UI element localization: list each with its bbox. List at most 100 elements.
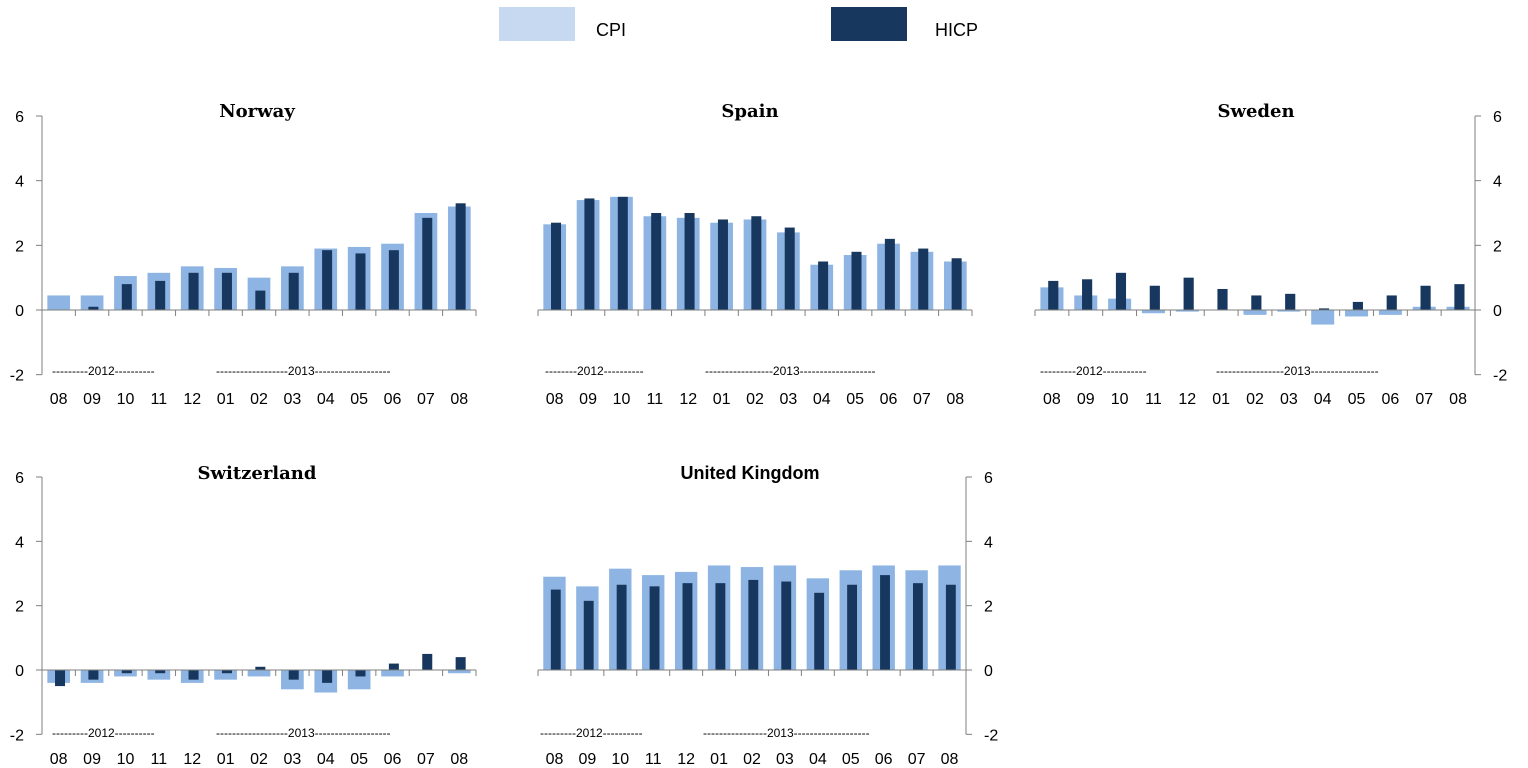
y-tick-label: 0 (984, 663, 993, 680)
x-tick-label: 07 (913, 391, 931, 408)
bar-hicp (1352, 301, 1363, 310)
bar-hicp (717, 219, 728, 310)
x-tick-label: 07 (1415, 391, 1433, 408)
year-label: ---------2012----------- (1040, 364, 1147, 378)
bar-cpi (80, 295, 104, 310)
y-tick-label: 6 (15, 109, 24, 126)
x-tick-label: 08 (941, 751, 959, 768)
bar-hicp (1115, 272, 1127, 310)
y-tick-label: -2 (984, 727, 998, 744)
x-tick-label: 08 (1449, 391, 1467, 408)
x-tick-label: 02 (250, 391, 268, 408)
x-tick-label: 08 (1043, 391, 1061, 408)
x-tick-label: 09 (579, 391, 597, 408)
bar-cpi (447, 670, 471, 674)
bar-hicp (818, 261, 829, 310)
y-tick-label: 4 (984, 534, 993, 551)
bar-hicp (1048, 280, 1059, 310)
year-label: ------------------2013------------------… (216, 726, 391, 740)
bar-cpi (381, 670, 404, 677)
y-tick-label: 4 (15, 174, 24, 191)
bar-hicp (1149, 285, 1160, 310)
bar-hicp (617, 196, 628, 310)
bar-cpi (1243, 310, 1267, 315)
bar-hicp (221, 670, 232, 674)
y-tick-label: 2 (15, 599, 24, 616)
x-tick-label: 11 (151, 751, 168, 768)
x-tick-label: 03 (1280, 391, 1298, 408)
bar-hicp (1318, 308, 1330, 310)
bar-cpi (1378, 310, 1402, 315)
bar-hicp (1386, 295, 1397, 310)
y-tick-label: 4 (15, 534, 24, 551)
bar-hicp (121, 670, 132, 674)
bar-hicp (355, 670, 366, 677)
bar-hicp (584, 198, 595, 310)
x-tick-label: 01 (710, 751, 728, 768)
x-tick-label: 12 (183, 391, 201, 408)
x-tick-label: 08 (546, 391, 564, 408)
bar-hicp (851, 251, 862, 310)
chart-panel: United Kingdom-20246---------2012-------… (537, 463, 998, 768)
y-tick-label: 6 (15, 470, 24, 487)
x-tick-label: 11 (645, 751, 662, 768)
panel-title: Switzerland (198, 463, 317, 484)
legend-cpi-swatch (499, 7, 575, 41)
x-tick-label: 10 (1111, 391, 1129, 408)
y-tick-label: 4 (1493, 174, 1502, 191)
bar-hicp (1082, 279, 1093, 310)
bar-hicp (288, 670, 299, 680)
y-tick-label: 0 (15, 303, 24, 320)
bar-cpi (147, 670, 171, 680)
x-tick-label: 04 (1314, 391, 1332, 408)
bar-hicp (945, 584, 956, 670)
x-tick-label: 11 (647, 391, 664, 408)
bar-hicp (388, 663, 399, 670)
y-tick-label: -2 (10, 727, 24, 744)
bar-hicp (455, 657, 466, 670)
legend-hicp-label: HICP (935, 20, 978, 40)
y-tick-label: 2 (15, 238, 24, 255)
x-tick-label: 05 (846, 391, 864, 408)
panel-title: Spain (721, 101, 778, 122)
bar-hicp (1251, 295, 1262, 310)
bar-hicp (355, 253, 366, 310)
bar-hicp (616, 584, 627, 670)
bar-hicp (715, 583, 726, 670)
x-tick-label: 06 (384, 391, 402, 408)
x-tick-label: 12 (183, 751, 201, 768)
year-label: -----------------2013----------------- (1216, 364, 1379, 378)
year-label: ------------------2013------------------… (216, 364, 391, 378)
x-tick-label: 02 (1246, 391, 1264, 408)
bar-hicp (121, 284, 132, 310)
x-tick-label: 06 (880, 391, 898, 408)
chart-panel: Switzerland-20246---------2012----------… (10, 463, 477, 768)
panel-title: United Kingdom (681, 463, 820, 483)
x-tick-label: 11 (1145, 391, 1162, 408)
bar-cpi (1277, 310, 1301, 312)
x-tick-label: 08 (546, 751, 564, 768)
x-tick-label: 10 (117, 391, 135, 408)
bar-hicp (682, 583, 693, 670)
x-tick-label: 08 (450, 391, 468, 408)
x-tick-label: 09 (1077, 391, 1095, 408)
x-tick-label: 04 (317, 391, 335, 408)
bar-hicp (814, 592, 825, 670)
bar-hicp (422, 217, 433, 310)
bar-hicp (918, 248, 929, 310)
bar-hicp (847, 584, 858, 670)
y-tick-label: -2 (1493, 368, 1507, 385)
x-tick-label: 05 (350, 391, 368, 408)
x-tick-label: 08 (50, 391, 68, 408)
bar-hicp (255, 290, 266, 310)
bar-hicp (88, 306, 99, 310)
x-tick-label: 05 (1348, 391, 1366, 408)
bar-hicp (1285, 293, 1296, 310)
bar-hicp (1420, 285, 1431, 310)
x-tick-label: 05 (350, 751, 368, 768)
panel-title: Sweden (1217, 101, 1294, 122)
y-tick-label: 2 (984, 599, 993, 616)
x-tick-label: 01 (1212, 391, 1230, 408)
